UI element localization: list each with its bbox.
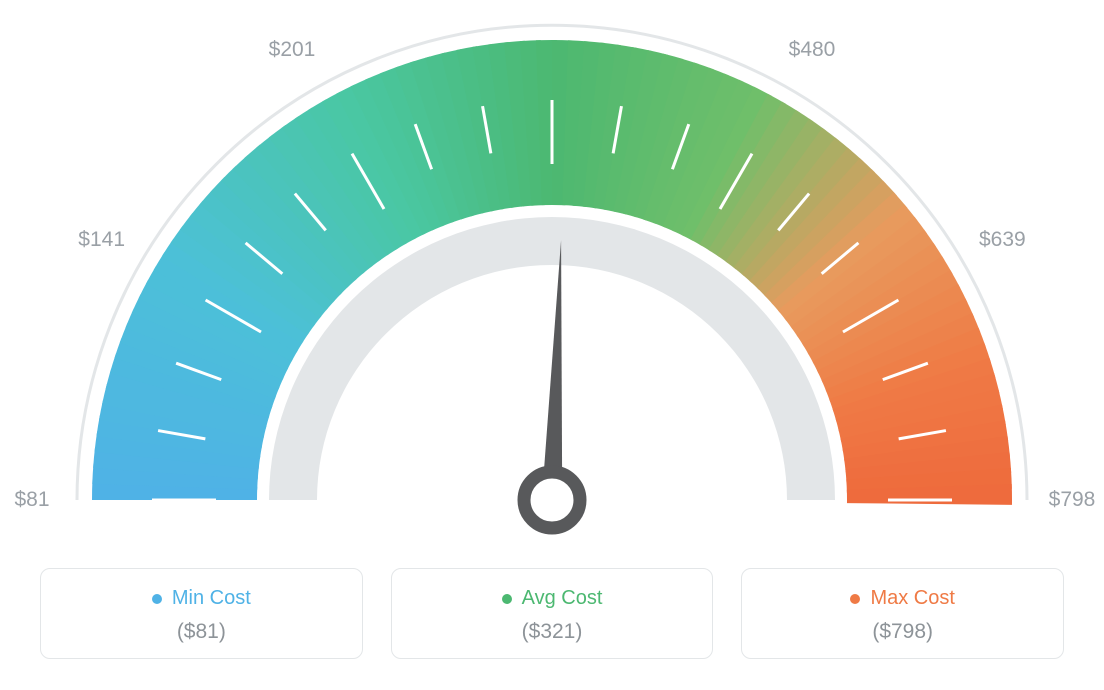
legend-row: Min Cost ($81) Avg Cost ($321) Max Cost … <box>0 568 1104 659</box>
legend-label-max: Max Cost <box>870 587 954 610</box>
legend-title-min: Min Cost <box>152 587 251 610</box>
gauge-tick-label: $201 <box>269 38 316 62</box>
legend-card-avg: Avg Cost ($321) <box>391 568 714 659</box>
gauge-needle-hub <box>524 472 580 528</box>
gauge-tick-label: $141 <box>78 228 125 252</box>
gauge-tick-label: $639 <box>979 228 1026 252</box>
gauge-tick-label: $798 <box>1049 488 1096 512</box>
legend-label-avg: Avg Cost <box>522 587 603 610</box>
legend-value-max: ($798) <box>742 620 1063 644</box>
gauge-tick-label: $480 <box>789 38 836 62</box>
legend-card-max: Max Cost ($798) <box>741 568 1064 659</box>
legend-value-min: ($81) <box>41 620 362 644</box>
legend-card-min: Min Cost ($81) <box>40 568 363 659</box>
legend-dot-min <box>152 594 162 604</box>
gauge-tick-label: $81 <box>14 488 49 512</box>
legend-dot-avg <box>502 594 512 604</box>
legend-label-min: Min Cost <box>172 587 251 610</box>
legend-title-max: Max Cost <box>850 587 954 610</box>
legend-value-avg: ($321) <box>392 620 713 644</box>
gauge-svg <box>0 0 1104 560</box>
legend-dot-max <box>850 594 860 604</box>
gauge-chart: $81 $141 $201 $321 $480 $639 $798 <box>0 0 1104 560</box>
gauge-tick-label: $321 <box>529 0 576 2</box>
legend-title-avg: Avg Cost <box>502 587 603 610</box>
